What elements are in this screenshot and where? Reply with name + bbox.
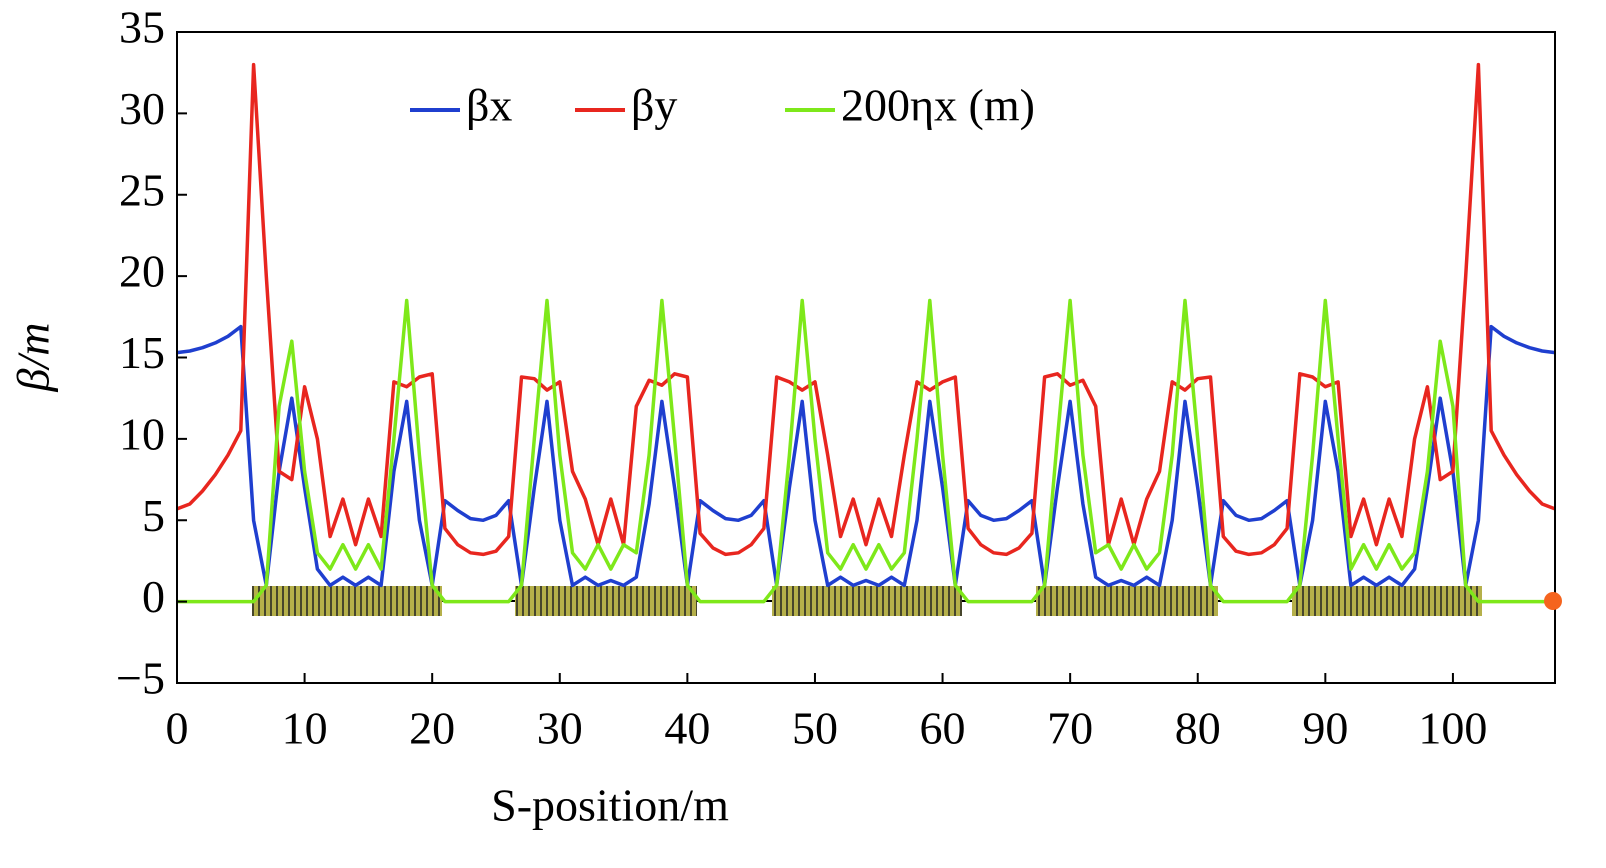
x-tick-label: 90: [1302, 703, 1348, 754]
y-tick-label: 25: [119, 164, 165, 215]
legend-label: βx: [466, 80, 512, 131]
series-line: [176, 324, 1556, 588]
x-tick-label: 20: [409, 703, 455, 754]
lattice: [177, 586, 1555, 616]
x-tick-label: 40: [664, 703, 710, 754]
y-tick-label: −5: [116, 653, 165, 704]
y-tick-label: 20: [119, 246, 165, 297]
x-tick-label: 10: [282, 703, 328, 754]
y-tick-label: 5: [142, 490, 165, 541]
x-tick-label: 80: [1175, 703, 1221, 754]
y-tick-label: 35: [119, 2, 165, 53]
y-tick-label: 15: [119, 327, 165, 378]
legend-label: βy: [631, 80, 677, 131]
series-line: [176, 62, 1556, 557]
series-line: [177, 298, 1555, 604]
x-tick-label: 100: [1418, 703, 1487, 754]
x-axis-label: S-position/m: [491, 780, 729, 831]
x-tick-label: 0: [166, 703, 189, 754]
y-tick-label: 10: [119, 408, 165, 459]
y-tick-label: 0: [142, 571, 165, 622]
y-tick-label: 30: [119, 83, 165, 134]
legend-label: 200ηx (m): [841, 80, 1035, 131]
marker: [1544, 592, 1562, 610]
y-axis-label: β/m: [8, 323, 59, 393]
x-tick-label: 70: [1047, 703, 1093, 754]
x-tick-label: 60: [920, 703, 966, 754]
x-tick-label: 30: [537, 703, 583, 754]
x-tick-label: 50: [792, 703, 838, 754]
